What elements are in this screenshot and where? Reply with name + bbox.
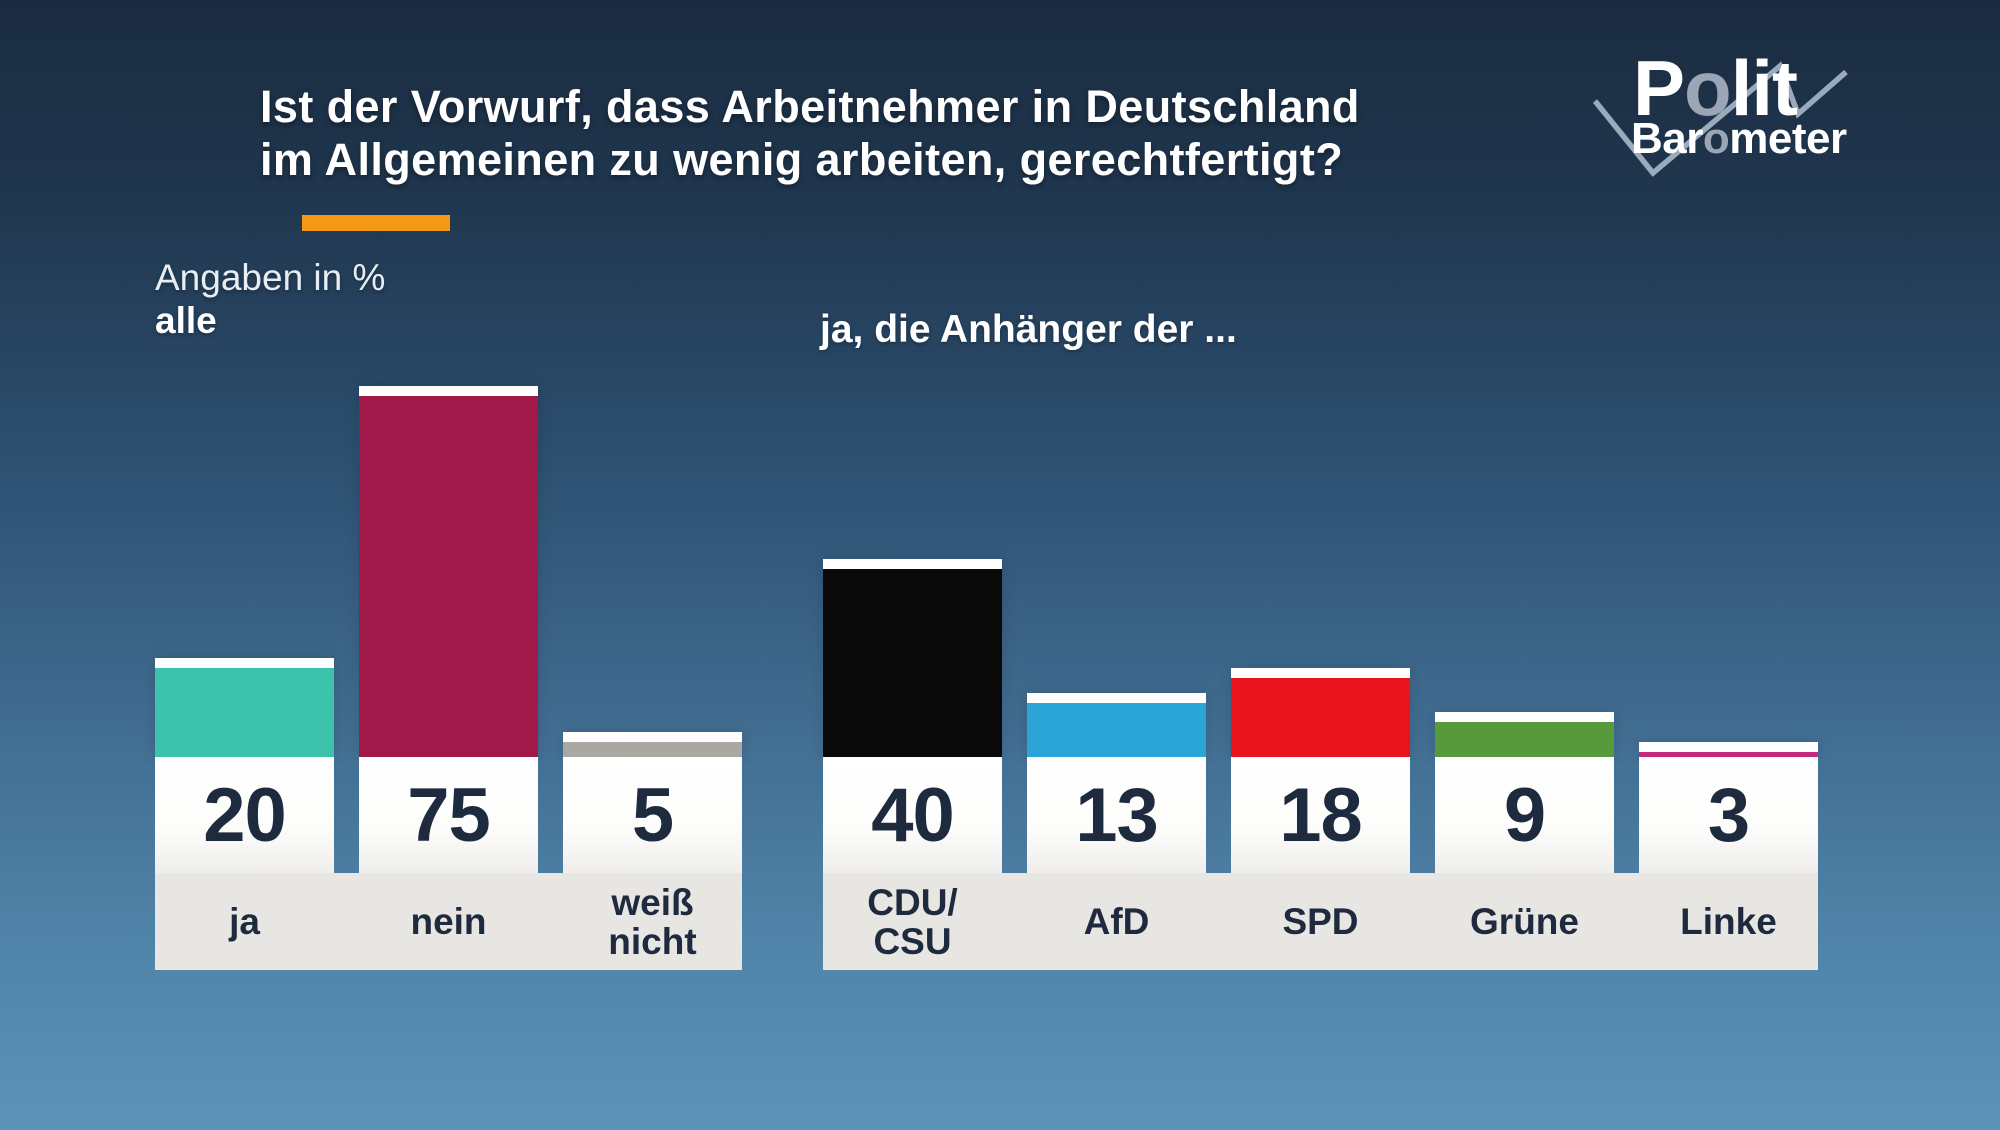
- bar-cap-ja: [155, 658, 334, 668]
- value-gruene: 9: [1503, 772, 1546, 858]
- category-label-line: SPD: [1282, 901, 1359, 942]
- value-box-gruene: 9: [1435, 757, 1614, 873]
- category-label-line: CSU: [873, 920, 952, 962]
- bar-cap-nein: [359, 386, 538, 396]
- value-box-afd: 13: [1027, 757, 1206, 873]
- politbarometer-logo: Polit Barometer: [1570, 35, 1890, 215]
- unit-note: Angaben in %: [155, 257, 386, 298]
- category-label-gruene: Grüne: [1435, 873, 1614, 970]
- label-strip-anhaenger: CDU/CSU AfD SPD Grüne Linke: [823, 873, 1818, 970]
- bar-cap-gruene: [1435, 712, 1614, 722]
- logo-gray-o: o: [1702, 114, 1730, 163]
- category-label-line: weiß: [611, 881, 694, 923]
- value-box-nein: 75: [359, 757, 538, 873]
- page-title-line2: im Allgemeinen zu wenig arbeiten, gerech…: [260, 134, 1344, 185]
- bar-cap-cdu-csu: [823, 559, 1002, 569]
- group-label-anhaenger: ja, die Anhänger der ...: [820, 308, 1237, 351]
- title-underline-accent: [302, 215, 450, 231]
- value-spd: 18: [1279, 772, 1363, 858]
- value-box-linke: 3: [1639, 757, 1818, 873]
- category-label-nein: nein: [359, 873, 538, 970]
- value-afd: 13: [1075, 772, 1159, 858]
- value-box-spd: 18: [1231, 757, 1410, 873]
- bar-spd: [1231, 668, 1410, 757]
- bar-nein: [359, 386, 538, 757]
- logo-text-barometer: Barometer: [1631, 114, 1847, 163]
- logo-text-polit: Polit: [1633, 44, 1798, 132]
- category-label-cdu-csu: CDU/CSU: [823, 873, 1002, 970]
- bar-cap-weiss-nicht: [563, 732, 742, 742]
- value-box-weiss-nicht: 5: [563, 757, 742, 873]
- category-label-weiss-nicht: weiß nicht: [563, 873, 742, 970]
- value-box-ja: 20: [155, 757, 334, 873]
- bar-weiss-nicht: [563, 732, 742, 757]
- group-label-alle: alle: [155, 300, 217, 341]
- bar-ja: [155, 658, 334, 757]
- category-label-line: AfD: [1083, 901, 1150, 942]
- category-label-line: ja: [229, 901, 260, 942]
- logo-gray-o: o: [1684, 44, 1732, 132]
- value-nein: 75: [407, 772, 491, 858]
- page-title-line1: Ist der Vorwurf, dass Arbeitnehmer in De…: [260, 81, 1360, 132]
- bar-cap-linke: [1639, 742, 1818, 752]
- category-label-ja: ja: [155, 873, 334, 970]
- bar-cdu-csu: [823, 559, 1002, 757]
- page-title: Ist der Vorwurf, dass Arbeitnehmer in De…: [260, 80, 1360, 186]
- bar-afd: [1027, 693, 1206, 757]
- value-linke: 3: [1707, 772, 1750, 858]
- value-cdu-csu: 40: [871, 772, 955, 858]
- bar-linke: [1639, 742, 1818, 757]
- category-label-spd: SPD: [1231, 873, 1410, 970]
- category-label-line: Grüne: [1470, 901, 1579, 942]
- category-label-afd: AfD: [1027, 873, 1206, 970]
- checkmark-zigzag-icon: [1592, 61, 1848, 177]
- bar-cap-spd: [1231, 668, 1410, 678]
- category-label-line: CDU/: [867, 881, 958, 923]
- label-strip-alle: ja nein weiß nicht: [155, 873, 742, 970]
- value-weiss-nicht: 5: [631, 772, 674, 858]
- value-box-cdu-csu: 40: [823, 757, 1002, 873]
- category-label-linke: Linke: [1639, 873, 1818, 970]
- bar-cap-afd: [1027, 693, 1206, 703]
- category-label-line: nicht: [608, 920, 697, 962]
- bar-gruene: [1435, 712, 1614, 757]
- value-ja: 20: [203, 772, 287, 858]
- category-label-line: nein: [410, 901, 487, 942]
- category-label-line: Linke: [1680, 901, 1777, 942]
